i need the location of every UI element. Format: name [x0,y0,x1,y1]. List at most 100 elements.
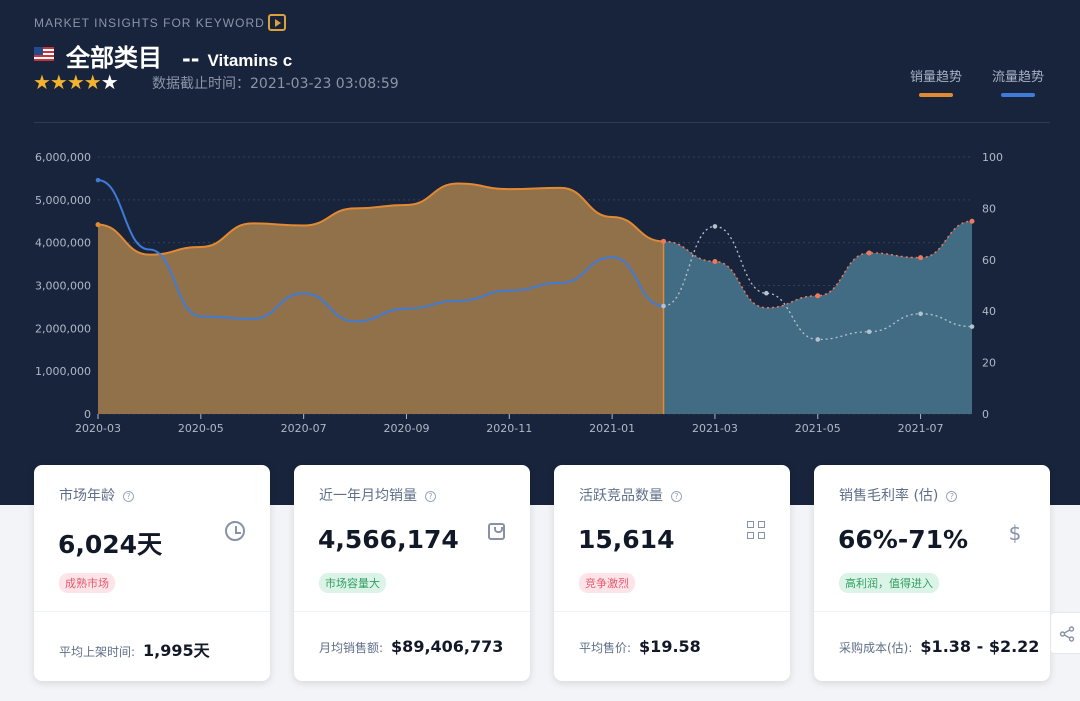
market-trend-chart: 0 1,000,000 2,000,000 3,000,000 4,000,000 5,0… [35,151,1003,435]
gross-margin-value: 66%-71% [838,525,969,554]
monthly-revenue: 月均销售额: $89,406,773 [319,637,503,656]
traffic-point [969,324,975,329]
sales-trend-legend[interactable]: 销量趋势 [910,66,962,97]
monthly-sales-badge: 市场容量大 [319,573,386,593]
traffic-point [661,303,666,309]
market-age-card: 市场年龄? 6,024天 成熟市场 平均上架时间: 1,995天 [34,465,270,681]
market-insights-panel: MARKET INSIGHTS FOR KEYWORD 全部类目 -- Vitami… [0,0,1080,505]
share-button[interactable] [1050,612,1080,654]
average-listing-time-value: 1,995天 [143,641,210,660]
x-axis-tick-label: 2021-01 [589,422,635,435]
sales-area [98,183,664,414]
x-axis-tick-label: 2021-05 [795,422,841,435]
clock-icon [225,521,245,541]
rating-stars: ★★★★★ [33,70,119,94]
x-axis-tick-label: 2021-07 [898,422,944,435]
procurement-cost: 采购成本(估): $1.38 - $2.22 [839,637,1039,656]
card-divider [554,611,790,612]
active-competitors-badge: 竞争激烈 [579,573,635,593]
x-axis-tick-label: 2021-03 [692,422,738,435]
monthly-sales-value: 4,566,174 [318,525,459,554]
traffic-legend-line [1001,93,1035,97]
sales-point [918,255,924,261]
traffic-point [815,337,821,342]
grid-icon [747,521,765,539]
card-divider [814,611,1050,612]
traffic-trend-label: 流量趋势 [992,70,1045,85]
sales-legend-line [919,93,953,97]
monthly-sales-label: 近一年月均销量 [319,488,417,504]
sales-point [969,218,975,224]
active-competitors-title: 活跃竞品数量? [579,485,682,505]
average-price-value: $19.58 [639,637,701,656]
traffic-point [764,290,769,296]
half-star-icon: ★ [100,70,119,94]
card-divider [294,611,530,612]
x-axis-tick-label: 2020-07 [281,422,327,435]
right-axis-tick-label: 40 [982,305,996,318]
gross-margin-badge: 高利润，值得进入 [839,573,939,593]
keyword-title: Vitamins c [207,51,293,70]
data-updated-time: 数据截止时间：2021-03-23 03:08:59 [152,76,399,92]
sales-trend-label: 销量趋势 [910,70,963,85]
video-icon[interactable] [268,14,286,31]
traffic-point [866,329,872,335]
share-icon [1059,626,1075,642]
left-axis-tick-label: 0 [84,408,91,421]
header-divider [34,122,1050,123]
sales-point [815,293,821,299]
monthly-sales-card: 近一年月均销量? 4,566,174 市场容量大 月均销售额: $89,406,7… [294,465,530,681]
monthly-revenue-label: 月均销售额: [319,641,384,655]
right-axis-tick-label: 80 [982,202,996,215]
help-icon[interactable]: ? [671,491,682,502]
active-competitors-label: 活跃竞品数量 [579,488,663,504]
sales-point [661,238,667,244]
left-axis-tick-label: 3,000,000 [35,280,91,293]
page-title: 全部类目 -- Vitamins c [66,38,292,73]
traffic-point [712,224,718,229]
average-listing-time: 平均上架时间: 1,995天 [59,637,210,661]
us-flag-icon [34,47,54,61]
gross-margin-card: 销售毛利率 (估)? 66%-71% $ 高利润，值得进入 采购成本(估): $1… [814,465,1050,681]
sales-point [712,259,718,265]
filled-star-icons: ★★★★ [33,70,102,94]
gross-margin-label: 销售毛利率 (估) [839,488,939,504]
market-age-value: 6,024天 [58,530,163,559]
left-axis-tick-label: 5,000,000 [35,194,91,207]
traffic-point [918,311,923,317]
average-price-label: 平均售价: [579,641,632,655]
active-competitors-value: 15,614 [578,525,675,554]
average-listing-time-label: 平均上架时间: [59,645,136,659]
right-axis-tick-label: 60 [982,254,996,267]
gross-margin-title: 销售毛利率 (估)? [839,485,958,505]
market-age-title: 市场年龄? [59,485,134,505]
procurement-cost-value: $1.38 - $2.22 [920,637,1040,656]
help-icon[interactable]: ? [123,491,134,502]
shopping-bag-icon [488,523,505,540]
market-age-badge: 成熟市场 [59,573,115,593]
dollar-icon: $ [1008,521,1022,545]
card-divider [34,611,270,612]
sales-series-line [97,182,664,256]
monthly-sales-title: 近一年月均销量? [319,485,436,505]
title-separator: -- [182,47,200,71]
monthly-revenue-value: $89,406,773 [391,637,504,656]
help-icon[interactable]: ? [425,491,436,502]
left-axis-tick-label: 4,000,000 [35,237,91,250]
section-kicker: MARKET INSIGHTS FOR KEYWORD [34,16,265,30]
active-competitors-card: 活跃竞品数量? 15,614 竞争激烈 平均售价: $19.58 [554,465,790,681]
market-age-label: 市场年龄 [59,488,115,504]
left-axis-tick-label: 6,000,000 [35,151,91,164]
procurement-cost-label: 采购成本(估): [839,641,913,655]
right-axis-tick-label: 20 [982,357,996,370]
traffic-trend-legend[interactable]: 流量趋势 [992,66,1044,97]
help-icon[interactable]: ? [946,491,958,502]
forecast-area [663,221,972,414]
sales-point [95,222,101,228]
category-title: 全部类目 [66,44,162,72]
sales-point [866,250,872,256]
x-axis-tick-label: 2020-11 [486,422,532,435]
traffic-series-line [97,179,664,323]
left-axis-tick-label: 2,000,000 [35,322,91,335]
right-axis-tick-label: 0 [982,408,989,421]
